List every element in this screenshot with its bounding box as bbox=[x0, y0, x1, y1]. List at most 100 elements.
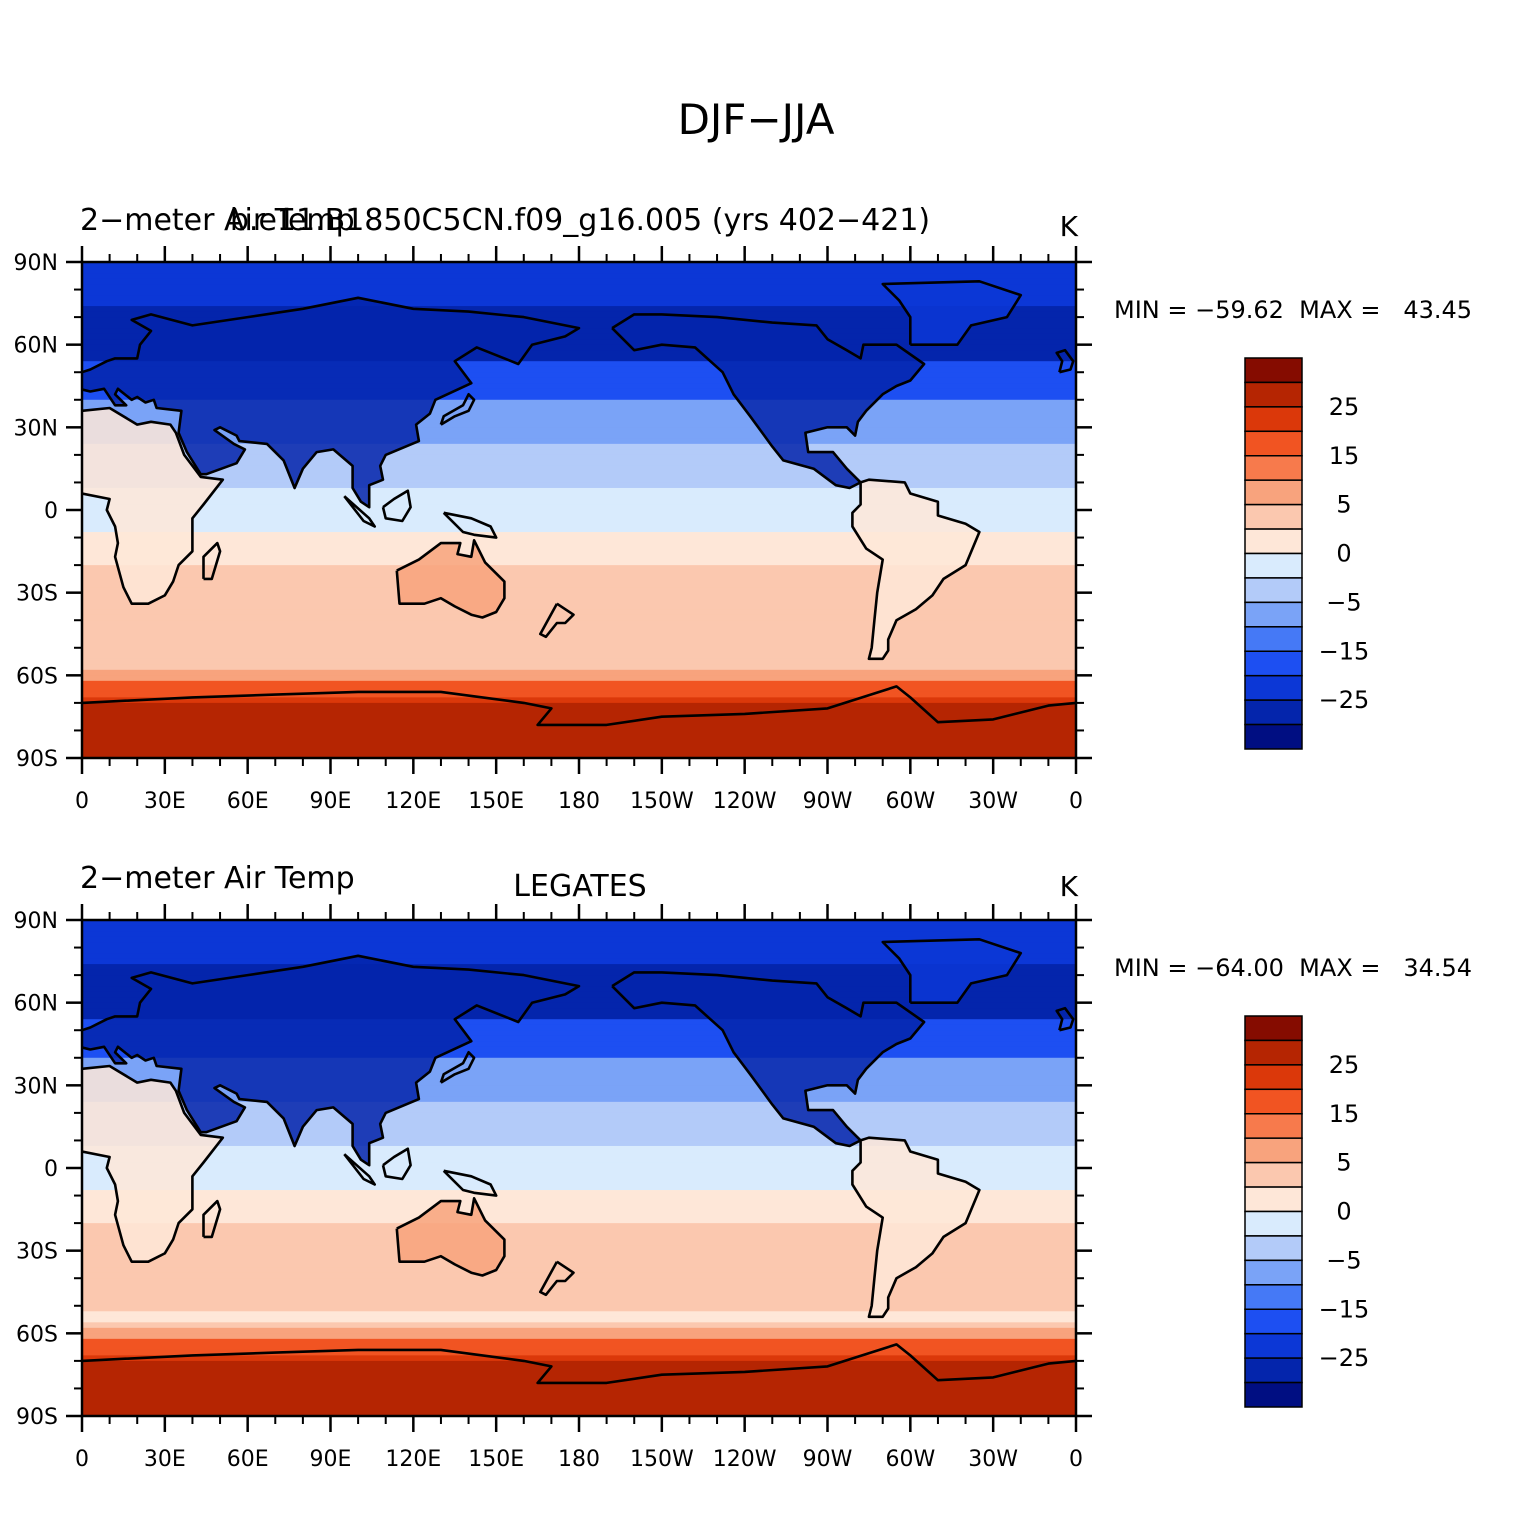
colorbar-label: −5 bbox=[1326, 588, 1361, 616]
map-band bbox=[82, 361, 1076, 368]
map-band bbox=[82, 1134, 1076, 1142]
colorbar-swatch bbox=[1244, 1161, 1303, 1188]
coastline bbox=[381, 489, 412, 523]
coastline bbox=[442, 511, 498, 539]
lat-tick-label: 30S bbox=[16, 1240, 58, 1265]
map-band bbox=[82, 1129, 1076, 1136]
map-band bbox=[82, 333, 1076, 340]
map-band bbox=[82, 603, 1076, 610]
colorbar-swatch bbox=[1244, 1064, 1303, 1091]
coastline bbox=[82, 685, 1076, 727]
map-band bbox=[82, 620, 1076, 627]
lon-tick-label: 150W bbox=[630, 1447, 694, 1472]
map-band bbox=[82, 598, 1076, 605]
coastline bbox=[395, 1197, 506, 1277]
map-band bbox=[82, 1190, 1076, 1197]
coastline bbox=[395, 539, 506, 619]
map-band bbox=[82, 1245, 1076, 1252]
map-band bbox=[82, 548, 1076, 555]
map-band bbox=[82, 1278, 1076, 1285]
land-anomaly bbox=[396, 1198, 505, 1276]
coastline bbox=[539, 1260, 575, 1297]
map-band bbox=[82, 1090, 1076, 1097]
lon-tick-label: 0 bbox=[75, 789, 89, 814]
land-anomaly bbox=[612, 314, 925, 488]
lon-tick-label: 60E bbox=[227, 1447, 269, 1472]
map-band bbox=[82, 504, 1076, 511]
map-band bbox=[82, 986, 1076, 993]
panel-model-map bbox=[82, 262, 1076, 758]
map-band bbox=[82, 1201, 1076, 1208]
map-band bbox=[82, 1035, 1076, 1042]
map-band bbox=[82, 1289, 1076, 1296]
map-band bbox=[82, 631, 1076, 638]
map-band bbox=[82, 1123, 1076, 1131]
map-band bbox=[82, 636, 1076, 643]
map-band bbox=[82, 284, 1076, 291]
lon-tick-label: 30W bbox=[968, 789, 1018, 814]
coastline bbox=[1055, 1006, 1075, 1032]
land-anomaly bbox=[82, 955, 579, 1166]
map-band bbox=[82, 1256, 1076, 1263]
map-band bbox=[82, 686, 1076, 693]
map-band bbox=[82, 642, 1076, 649]
colorbar-label: −15 bbox=[1319, 1295, 1370, 1323]
panel-model-coastlines bbox=[82, 280, 1076, 727]
lat-tick-label: 0 bbox=[44, 1157, 58, 1182]
land-anomaly bbox=[852, 479, 980, 659]
map-band bbox=[82, 1074, 1076, 1081]
colorbar-swatch bbox=[1244, 1308, 1303, 1335]
colorbar-swatch bbox=[1244, 1015, 1303, 1042]
map-band bbox=[82, 1046, 1076, 1053]
colorbar-swatch bbox=[1244, 1088, 1303, 1115]
colorbar-swatch bbox=[1244, 406, 1303, 433]
map-band bbox=[82, 614, 1076, 621]
map-band bbox=[82, 278, 1076, 285]
coastline bbox=[343, 1153, 376, 1186]
colorbar-swatch bbox=[1244, 699, 1303, 726]
map-band bbox=[82, 476, 1076, 484]
panel-obs-axes: 90N 60N 30N 0 30S 60S 90S 0 30E 60E 90E 120E 150E 180… bbox=[14, 904, 1092, 1472]
map-band bbox=[82, 1063, 1076, 1070]
lat-tick-label: 90N bbox=[14, 909, 58, 934]
map-band bbox=[82, 1261, 1076, 1268]
panel-model-axes: 90N 60N 30N 0 30S 60S 90S 0 30E 60E 90E 120E 150E 180… bbox=[14, 246, 1092, 814]
map-band bbox=[82, 1316, 1076, 1323]
lat-tick-label: 30S bbox=[16, 582, 58, 607]
colorbar-swatch bbox=[1244, 1235, 1303, 1262]
coastline bbox=[82, 954, 581, 1167]
map-band bbox=[82, 317, 1076, 324]
map-band bbox=[82, 697, 1076, 704]
coastline bbox=[539, 602, 575, 639]
map-band bbox=[82, 1101, 1076, 1108]
colorbar-swatch bbox=[1244, 381, 1303, 408]
colorbar-label: 25 bbox=[1329, 1051, 1360, 1079]
colorbar-swatch bbox=[1244, 626, 1303, 652]
map-band bbox=[82, 388, 1076, 395]
panel-model: 2−meter Air Temp b.e11.B1850C5CN.f09_g16… bbox=[14, 203, 1473, 814]
map-band bbox=[82, 510, 1076, 517]
lon-tick-label: 180 bbox=[558, 789, 600, 814]
map-band bbox=[82, 526, 1076, 533]
map-band bbox=[82, 1002, 1076, 1009]
coastline bbox=[881, 938, 1023, 1004]
map-band bbox=[82, 339, 1076, 346]
map-band bbox=[82, 1349, 1076, 1356]
map-band bbox=[82, 975, 1076, 982]
map-band bbox=[82, 1107, 1076, 1114]
map-band bbox=[82, 543, 1076, 550]
coastline bbox=[202, 541, 222, 581]
map-band bbox=[82, 931, 1076, 938]
lon-tick-label: 120E bbox=[385, 789, 441, 814]
colorbar-swatch bbox=[1244, 723, 1303, 750]
map-band bbox=[82, 273, 1076, 280]
map-band bbox=[82, 1223, 1076, 1230]
map-band bbox=[82, 306, 1076, 313]
panel-obs-coastlines bbox=[82, 938, 1076, 1385]
map-band bbox=[82, 936, 1076, 943]
map-band bbox=[82, 1322, 1076, 1329]
map-band bbox=[82, 487, 1076, 495]
lon-tick-label: 90W bbox=[803, 789, 853, 814]
map-band bbox=[82, 680, 1076, 687]
colorbar-swatch bbox=[1244, 650, 1303, 677]
